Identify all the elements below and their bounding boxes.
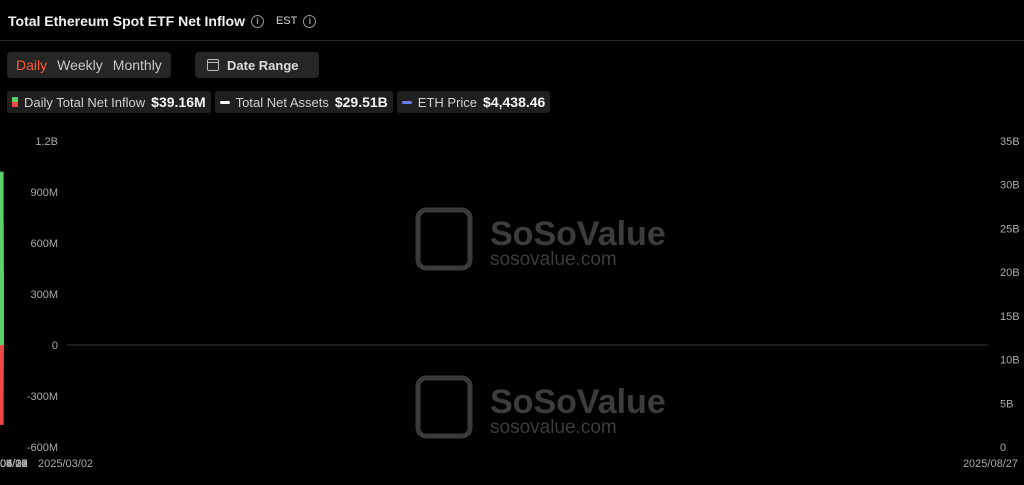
left-axis-tick: 0	[52, 340, 58, 352]
watermark-url: sosovalue.com	[490, 249, 617, 270]
legend-item-assets[interactable]: Total Net Assets $29.51B	[214, 91, 393, 113]
assets-swatch	[219, 100, 230, 104]
watermark-logo-icon	[415, 207, 473, 271]
period-weekly-tab[interactable]: Weekly	[57, 57, 103, 73]
date-range-button[interactable]: Date Range	[195, 52, 319, 78]
legend-item-price[interactable]: ETH Price $4,438.46	[396, 91, 551, 113]
inflow-swatch	[12, 97, 18, 107]
right-axis-tick: 15B	[1000, 311, 1020, 323]
left-axis-tick: 300M	[30, 289, 58, 301]
legend-item-inflow[interactable]: Daily Total Net Inflow $39.16M	[7, 91, 211, 113]
price-swatch	[401, 100, 412, 104]
x-axis-tick: 2025/06/25	[0, 458, 28, 470]
calendar-icon	[207, 59, 219, 71]
right-axis-tick: 35B	[1000, 136, 1020, 148]
right-axis-tick: 25B	[1000, 223, 1020, 235]
x-axis-tick: 2025/08/07	[0, 458, 28, 470]
x-axis-tick: 2025/08/27	[963, 458, 1018, 470]
x-axis-tick: 2025/03/02	[38, 458, 93, 470]
period-monthly-tab[interactable]: Monthly	[112, 57, 162, 73]
x-axis-tick: 2025/07/24	[0, 458, 28, 470]
x-axis-tick: 2025/03/16	[0, 458, 28, 470]
header-divider	[0, 40, 1024, 41]
period-daily-tab[interactable]: Daily	[16, 57, 48, 73]
left-axis-tick: -300M	[27, 391, 58, 403]
timezone-label: EST	[275, 15, 298, 27]
left-axis-tick: 900M	[30, 187, 58, 199]
right-axis-tick: 0	[1000, 442, 1006, 454]
legend-assets-label: Total Net Assets	[235, 94, 329, 110]
header: Total Ethereum Spot ETF Net Inflow i EST…	[8, 9, 317, 33]
left-axis-tick: -600M	[27, 442, 58, 454]
x-axis-tick: 2025/04/13	[0, 458, 28, 470]
legend-assets-value: $29.51B	[334, 94, 388, 110]
left-axis-tick: 600M	[30, 238, 58, 250]
info-icon[interactable]: i	[303, 14, 317, 28]
x-axis-tick: 2025/03/30	[0, 458, 28, 470]
left-axis-tick: 1.2B	[35, 136, 58, 148]
legend-price-label: ETH Price	[417, 94, 478, 110]
x-axis-tick: 2025/04/28	[0, 458, 28, 470]
legend-inflow-label: Daily Total Net Inflow	[24, 94, 146, 110]
watermark-url: sosovalue.com	[490, 417, 617, 438]
right-axis-tick: 10B	[1000, 355, 1020, 367]
info-icon[interactable]: i	[250, 14, 264, 28]
date-range-label: Date Range	[227, 57, 299, 73]
right-axis-tick: 30B	[1000, 180, 1020, 192]
right-axis-tick: 5B	[1000, 398, 1013, 410]
watermark-brand: SoSoValue	[490, 383, 666, 421]
inflow-bar	[0, 338, 4, 345]
chart-legend: Daily Total Net Inflow $39.16M Total Net…	[7, 91, 551, 113]
right-axis-tick: 20B	[1000, 267, 1020, 279]
legend-inflow-value: $39.16M	[151, 94, 206, 110]
watermark-logo-icon	[415, 375, 473, 439]
x-axis-tick: 2025/05/27	[0, 458, 28, 470]
x-axis-tick: 2025/07/10	[0, 458, 28, 470]
watermark-brand: SoSoValue	[490, 215, 666, 253]
period-selector: Daily Weekly Monthly	[7, 52, 171, 78]
x-axis-tick: 2025/06/10	[0, 458, 28, 470]
x-axis-tick: 2025/05/12	[0, 458, 28, 470]
inflow-bar	[0, 292, 4, 345]
legend-price-value: $4,438.46	[483, 94, 546, 110]
page-title: Total Ethereum Spot ETF Net Inflow	[8, 13, 245, 29]
inflow-bar	[0, 345, 4, 386]
